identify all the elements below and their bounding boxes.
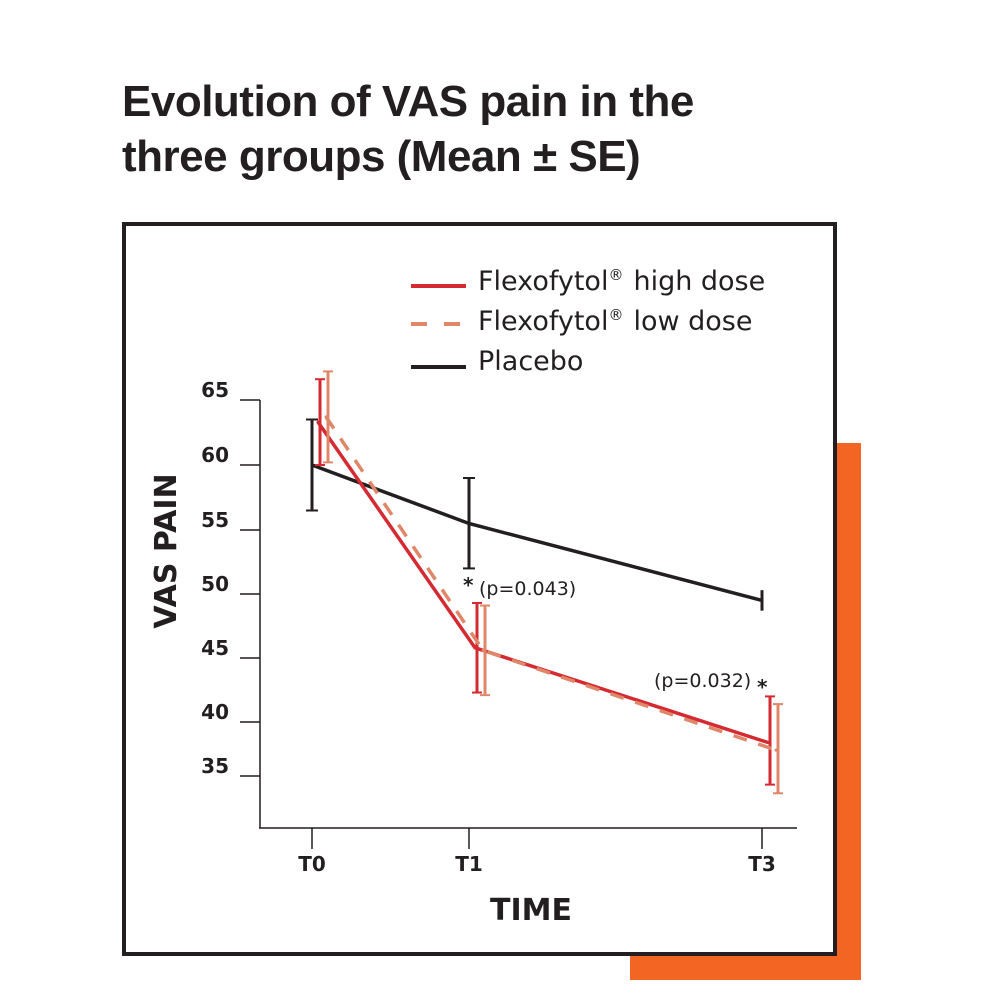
annotation-t3: (p=0.032) *	[654, 670, 768, 699]
annotation-t1: * (p=0.043)	[463, 573, 576, 600]
data-point	[481, 648, 485, 652]
x-axis-title: TIME	[490, 893, 572, 928]
data-point	[774, 748, 778, 752]
y-tick-label: 55	[201, 508, 229, 532]
registered-mark: ®	[608, 306, 623, 324]
chart-title-line-1: Evolution of VAS pain in the	[122, 77, 694, 126]
legend-label-high-dose: Flexofytol® high dose	[478, 266, 765, 297]
series-layer	[306, 370, 783, 795]
y-tick-label: 50	[201, 572, 229, 596]
chart-title: Evolution of VAS pain in the three group…	[122, 74, 822, 184]
orange-accent-bar-vertical	[835, 443, 861, 980]
registered-mark: ®	[608, 266, 623, 284]
y-axis-ticks: 65 60 55 50 45 40 35	[201, 378, 260, 778]
y-tick-label: 60	[201, 443, 229, 467]
data-point	[473, 646, 477, 650]
legend-label-placebo: Placebo	[478, 346, 583, 377]
legend-label-low-dose-suffix: low dose	[633, 306, 752, 337]
data-point	[467, 522, 471, 525]
x-tick-label: T1	[455, 852, 483, 876]
series-high-dose	[315, 378, 775, 786]
y-axis-title: VAS PAIN	[149, 473, 184, 628]
y-tick-label: 65	[201, 378, 229, 402]
data-point	[324, 415, 328, 419]
y-tick-label: 35	[201, 754, 229, 778]
legend-label-low-dose: Flexofytol® low dose	[478, 306, 752, 337]
legend: Flexofytol® high dose Flexofytol® low dose…	[411, 266, 765, 377]
series-low-dose	[323, 370, 783, 795]
data-point	[310, 463, 314, 467]
legend-item-placebo: Placebo	[411, 346, 583, 377]
p-value-t1: (p=0.043)	[479, 578, 576, 600]
p-value-t3: (p=0.032)	[654, 670, 751, 692]
legend-item-high-dose: Flexofytol® high dose	[411, 266, 765, 297]
data-point	[760, 598, 764, 602]
legend-item-low-dose: Flexofytol® low dose	[411, 306, 752, 337]
y-tick-label: 45	[201, 636, 229, 660]
significance-star-t1: *	[463, 573, 474, 597]
significance-star-t3: *	[757, 675, 768, 699]
legend-label-high-dose-name: Flexofytol	[478, 266, 608, 297]
orange-accent-bar-horizontal	[630, 952, 861, 980]
x-tick-label: T3	[748, 852, 776, 876]
legend-label-high-dose-suffix: high dose	[633, 266, 765, 297]
chart-title-line-2: three groups (Mean ± SE)	[122, 132, 641, 181]
y-tick-label: 40	[201, 700, 229, 724]
series-placebo	[306, 418, 764, 611]
x-axis-ticks: T0 T1 T3	[298, 828, 776, 876]
data-point	[766, 741, 770, 745]
legend-label-low-dose-name: Flexofytol	[478, 306, 608, 337]
data-point	[316, 420, 320, 424]
x-tick-label: T0	[298, 852, 326, 876]
